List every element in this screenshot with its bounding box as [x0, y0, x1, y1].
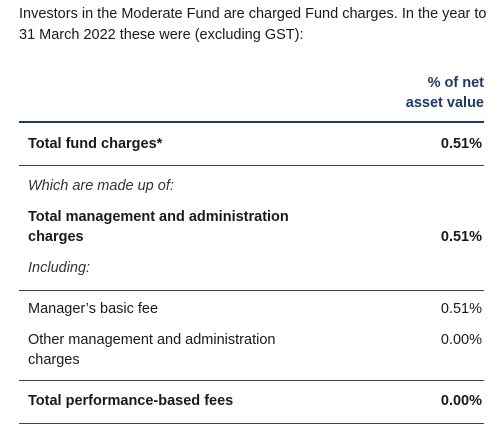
row-manager-basic-fee-value: 0.51% [440, 301, 482, 317]
row-total-fund-charges-label: Total fund charges* [28, 136, 163, 152]
row-including-label: Including: [28, 260, 91, 276]
row-total-management-label-line1: Total management and administration [28, 209, 289, 225]
row-total-management-label-line2: charges [28, 229, 84, 245]
row-other-management-label: Other management and administration char… [28, 330, 275, 370]
row-total-fund-charges-value: 0.51% [440, 136, 482, 152]
row-divider [19, 290, 484, 291]
row-performance-fees-value: 0.00% [440, 393, 482, 409]
row-other-management-label-line2: charges [28, 352, 80, 368]
row-total-management-value: 0.51% [440, 229, 482, 245]
row-made-up-of-label: Which are made up of: [28, 178, 174, 194]
row-divider [19, 423, 484, 424]
row-total-management-label: Total management and administration char… [28, 207, 289, 247]
row-divider [19, 380, 484, 381]
intro-paragraph: Investors in the Moderate Fund are charg… [19, 6, 487, 43]
row-other-management-value: 0.00% [440, 332, 482, 348]
column-header: % of net asset value [406, 73, 484, 113]
row-performance-fees-label: Total performance-based fees [28, 393, 234, 409]
column-header-line1: % of net [427, 75, 484, 91]
row-other-management-label-line1: Other management and administration [28, 332, 276, 348]
row-manager-basic-fee-label: Manager’s basic fee [28, 301, 159, 317]
row-divider [19, 165, 484, 166]
column-header-line2: asset value [405, 95, 484, 111]
header-divider [19, 121, 484, 123]
